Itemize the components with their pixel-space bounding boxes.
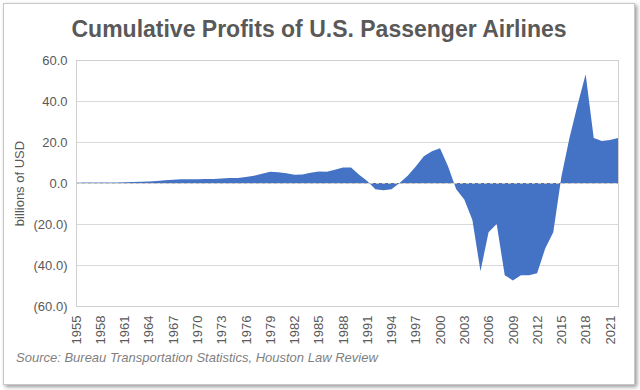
html-text:Cumulative Profits of U.S. Pas: Cumulative Profits of U.S. Passenger Air…	[71, 16, 567, 42]
svg-text:2012: 2012	[530, 316, 545, 345]
svg-text:1979: 1979	[263, 316, 278, 345]
svg-text:billions of USD: billions of USD	[12, 141, 27, 226]
svg-text:2003: 2003	[457, 316, 472, 345]
svg-text:2021: 2021	[603, 316, 618, 345]
svg-text:1982: 1982	[287, 316, 302, 345]
svg-text:1973: 1973	[214, 316, 229, 345]
svg-text:1997: 1997	[408, 316, 423, 345]
svg-text:(60.0): (60.0)	[34, 299, 68, 314]
svg-text:2009: 2009	[505, 316, 520, 345]
svg-text:(40.0): (40.0)	[34, 258, 68, 273]
svg-text:1994: 1994	[384, 316, 399, 345]
svg-text:1970: 1970	[190, 316, 205, 345]
svg-text:2006: 2006	[481, 316, 496, 345]
svg-text:(20.0): (20.0)	[34, 217, 68, 232]
svg-text:1991: 1991	[360, 316, 375, 345]
svg-text:2000: 2000	[433, 316, 448, 345]
svg-text:2015: 2015	[554, 316, 569, 345]
svg-text:2018: 2018	[578, 316, 593, 345]
svg-text:1961: 1961	[117, 316, 132, 345]
svg-text:1967: 1967	[166, 316, 181, 345]
svg-text:0.0: 0.0	[49, 176, 67, 191]
html-text:Source: Bureau Transportation: Source: Bureau Transportation Statistics…	[16, 350, 378, 365]
svg-text:40.0: 40.0	[42, 94, 67, 109]
svg-text:1964: 1964	[141, 316, 156, 345]
svg-text:1985: 1985	[311, 316, 326, 345]
svg-text:1958: 1958	[93, 316, 108, 345]
svg-text:1976: 1976	[239, 316, 254, 345]
svg-text:20.0: 20.0	[42, 135, 67, 150]
svg-text:60.0: 60.0	[42, 53, 67, 68]
svg-text:1955: 1955	[69, 316, 84, 345]
svg-text:1988: 1988	[336, 316, 351, 345]
